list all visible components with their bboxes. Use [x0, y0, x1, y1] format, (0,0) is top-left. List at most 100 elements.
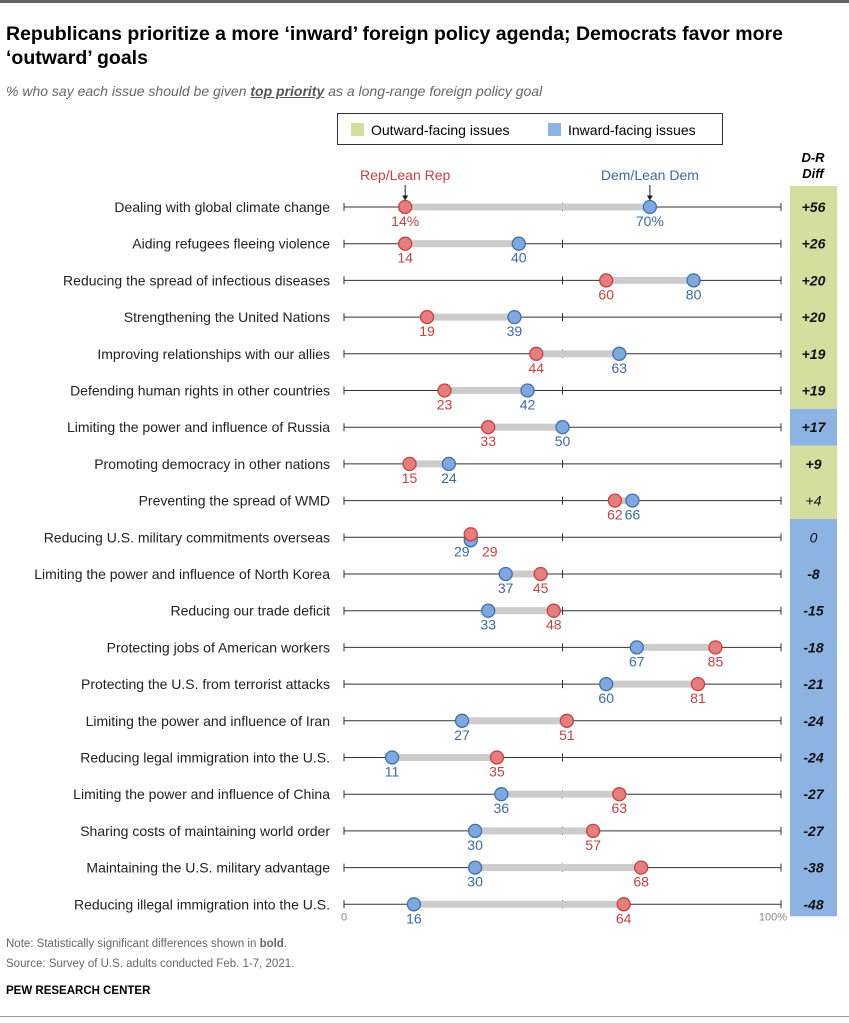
rep-value-label: 68 — [633, 874, 649, 890]
gap-bar — [405, 240, 519, 248]
legend-swatch-inward — [548, 123, 561, 136]
row-label: Protecting the U.S. from terrorist attac… — [81, 676, 330, 692]
rep-dot — [402, 456, 417, 472]
legend-label-outward: Outward-facing issues — [371, 122, 510, 138]
rep-value-label: 19 — [419, 323, 435, 339]
rep-value-label: 14% — [391, 213, 419, 229]
diff-value: -18 — [803, 639, 823, 655]
dem-value-label: 50 — [555, 433, 571, 449]
diff-value: -27 — [803, 823, 824, 839]
note-bold: bold — [259, 938, 284, 950]
row-label: Promoting democracy in other nations — [94, 456, 330, 472]
legend-label-inward: Inward-facing issues — [568, 122, 696, 138]
rep-value-label: 85 — [708, 653, 724, 669]
dem-dot — [520, 383, 535, 398]
rep-dot — [529, 346, 544, 361]
dem-series-label: Dem/Lean Dem — [601, 167, 699, 183]
gap-bar — [409, 460, 449, 468]
dem-value-label: 60 — [598, 690, 614, 706]
note-post: . — [283, 938, 288, 950]
dem-value-label: 66 — [625, 507, 641, 523]
dem-value-label: 27 — [454, 727, 470, 743]
dem-dot — [467, 823, 483, 839]
row-label: Limiting the power and influence of Russ… — [67, 419, 330, 435]
dem-dot — [481, 603, 496, 618]
diff-value: -21 — [803, 676, 823, 692]
note-significance: Note: Statistically significant differen… — [6, 938, 287, 950]
gap-bar — [475, 864, 642, 872]
dem-dot — [507, 309, 522, 325]
bottom-rule — [0, 1016, 849, 1017]
rep-dot — [533, 566, 548, 582]
rep-dot — [463, 527, 478, 542]
dem-value-label: 33 — [480, 617, 496, 633]
rep-dot — [559, 713, 575, 728]
dem-value-label: 11 — [385, 764, 400, 780]
subtitle-emphasis: top priority — [250, 83, 325, 99]
diff-band-inward — [790, 408, 837, 446]
diff-value: +19 — [802, 346, 826, 362]
diff-value: +26 — [802, 236, 826, 252]
dem-dot — [555, 420, 570, 435]
legend: Outward-facing issues Inward-facing issu… — [337, 113, 723, 145]
rep-value-label: 45 — [533, 580, 549, 596]
rep-value-label: 23 — [437, 397, 453, 413]
dem-dot — [599, 676, 614, 692]
axis-min-label: 0 — [341, 911, 347, 923]
diff-value: +4 — [806, 493, 822, 509]
dem-value-label: 30 — [467, 874, 483, 890]
rep-value-label: 14 — [397, 250, 413, 266]
dem-value-label: 70% — [636, 213, 664, 229]
diff-header-line2: Diff — [802, 166, 824, 181]
rep-dot — [599, 273, 614, 288]
diff-value: +20 — [802, 272, 826, 288]
dem-dot — [642, 199, 658, 215]
diff-value: -15 — [803, 603, 823, 619]
rep-dot — [607, 493, 623, 508]
dem-value-label: 63 — [612, 360, 628, 376]
rep-value-label: 29 — [482, 543, 498, 559]
axis-max-label: 100% — [759, 911, 787, 923]
diff-value: -8 — [807, 566, 820, 582]
rep-dot — [585, 823, 601, 839]
gap-bar — [536, 350, 620, 358]
row-label: Maintaining the U.S. military advantage — [86, 860, 330, 876]
rep-dot — [634, 860, 649, 875]
chart-title: Republicans prioritize a more ‘inward’ f… — [6, 23, 783, 69]
dem-value-label: 42 — [520, 397, 536, 413]
diff-value: -48 — [803, 896, 823, 912]
rep-value-label: 81 — [690, 690, 706, 706]
gap-bar — [413, 900, 624, 908]
row-label: Sharing costs of maintaining world order — [80, 823, 330, 839]
rep-value-label: 64 — [616, 910, 632, 926]
row-label: Reducing legal immigration into the U.S. — [80, 750, 330, 766]
row-label: Aiding refugees fleeing violence — [132, 236, 330, 252]
rep-value-label: 33 — [480, 433, 496, 449]
rep-value-label: 35 — [489, 764, 505, 780]
subtitle-post: as a long-range foreign policy goal — [324, 83, 543, 99]
row-label: Limiting the power and influence of Chin… — [73, 786, 330, 802]
rep-dot — [489, 750, 505, 765]
row-label: Strengthening the United Nations — [124, 309, 330, 325]
rep-dot — [398, 236, 413, 251]
note-source: Source: Survey of U.S. adults conducted … — [6, 958, 295, 970]
diff-value: -38 — [803, 860, 823, 876]
row-label: Limiting the power and influence of Iran — [86, 713, 330, 729]
rep-value-label: 15 — [402, 470, 418, 486]
subtitle-pre: % who say each issue should be given — [6, 83, 251, 99]
row-label: Improving relationships with our allies — [97, 346, 330, 362]
note-pre: Note: Statistically significant differen… — [6, 938, 260, 950]
dem-value-label: 24 — [441, 470, 457, 486]
diff-value: -27 — [803, 786, 824, 802]
dem-dot — [625, 493, 640, 508]
gap-bar — [488, 423, 563, 431]
row-label: Reducing the spread of infectious diseas… — [63, 272, 330, 288]
diff-value: +19 — [802, 383, 826, 399]
gap-bar — [614, 497, 633, 505]
rep-dot — [398, 199, 413, 215]
dem-dot — [498, 566, 513, 582]
diff-value: -24 — [803, 750, 823, 766]
gap-bar — [636, 643, 716, 651]
dem-value-label: 67 — [629, 653, 645, 669]
